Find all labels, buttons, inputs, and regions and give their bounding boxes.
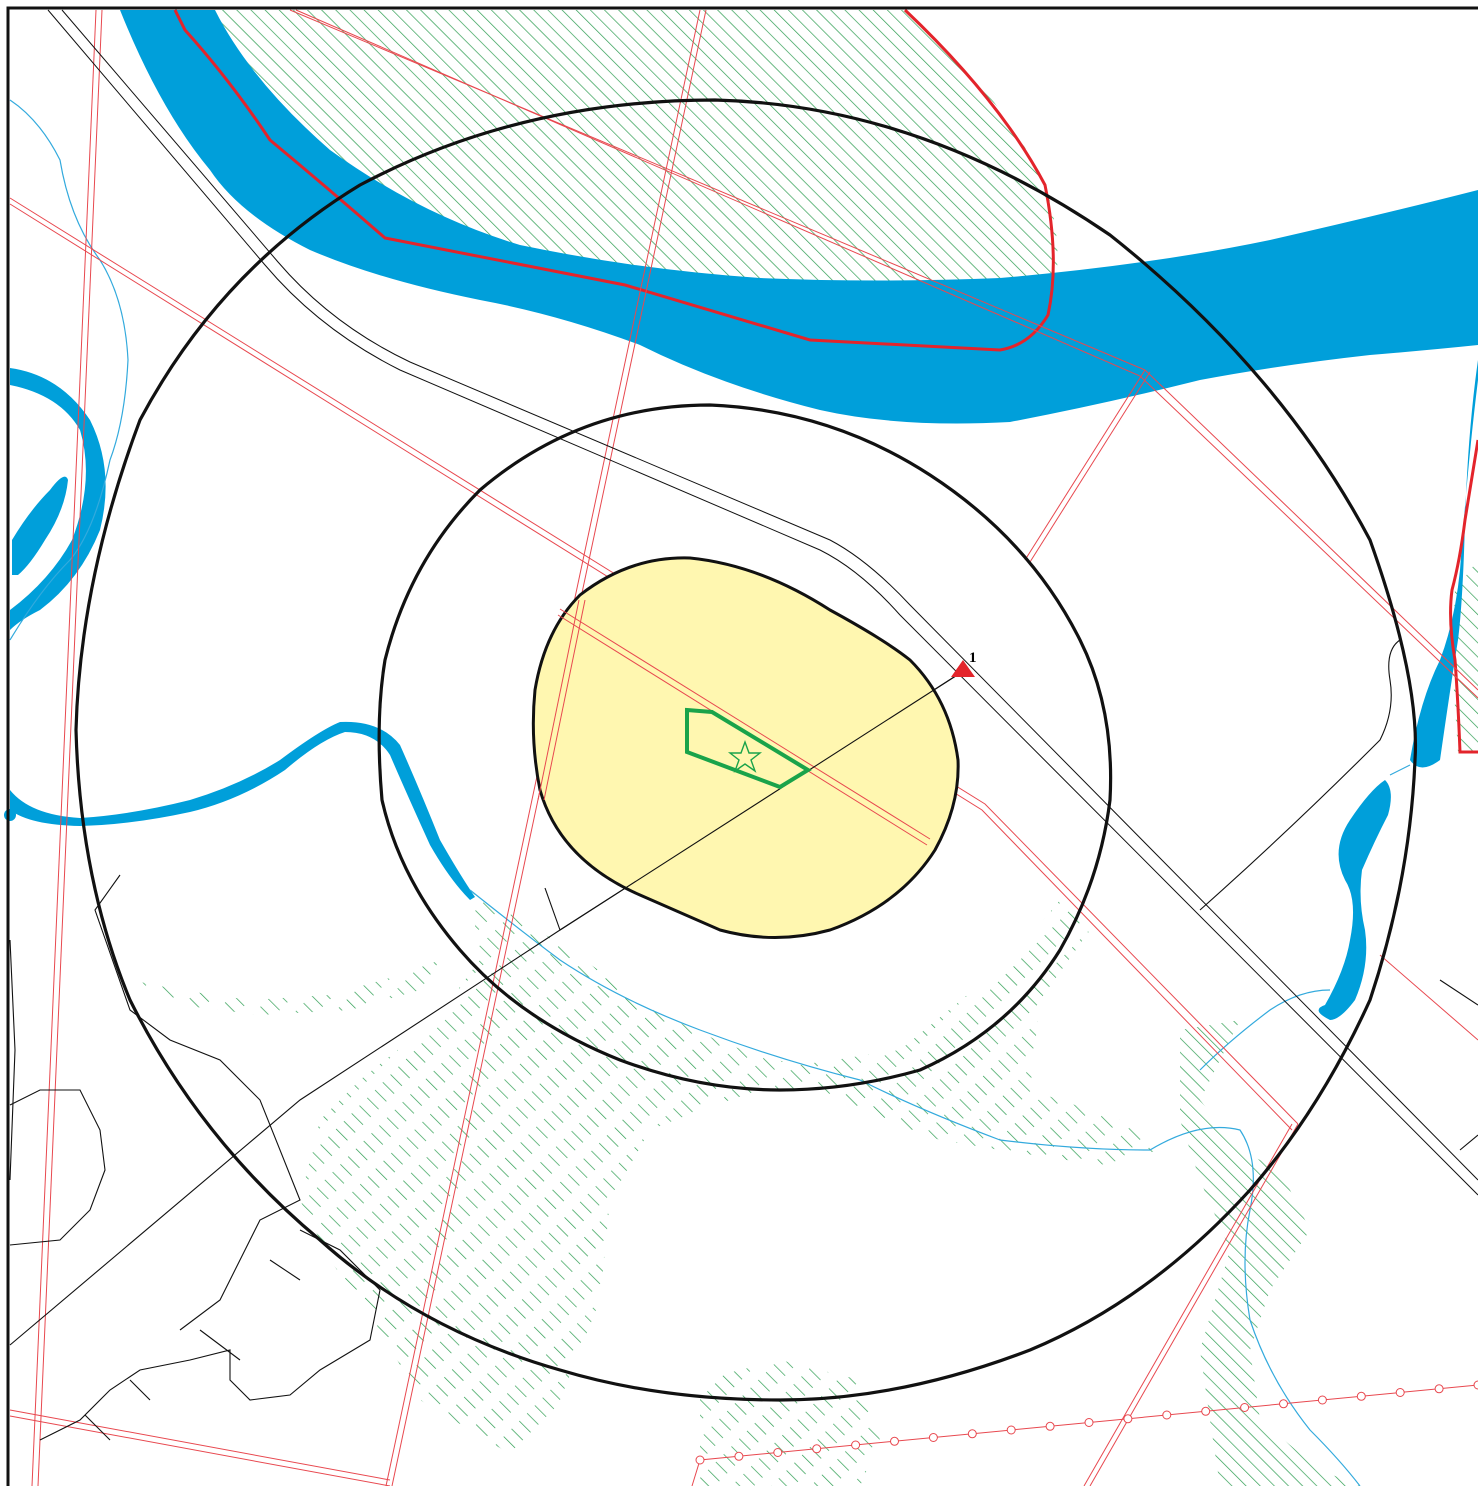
stream-northwest [9, 99, 129, 641]
stream-south [469, 889, 1361, 1486]
utility-ring-marker [1395, 1388, 1405, 1397]
utility-ring-marker [1434, 1384, 1444, 1394]
forest-area-south-center [300, 890, 1160, 1460]
river-left-loop [10, 368, 106, 630]
utility-ring-marker [1279, 1399, 1288, 1409]
pipeline-east-branch [1024, 369, 1151, 563]
protection-zone [531, 556, 960, 939]
pond-west-edge [4, 809, 16, 821]
utility-ring-marker [773, 1448, 783, 1457]
forest-area-bottom [700, 1360, 880, 1486]
river-main [120, 10, 1478, 424]
utility-ring-marker [928, 1433, 938, 1442]
pipeline-southeast-east [1379, 954, 1478, 1041]
point-marker-label: 1 [969, 650, 977, 666]
utility-ring-marker [734, 1451, 744, 1461]
forest-hatch-areas [130, 10, 1478, 1486]
utility-ring-marker [1240, 1403, 1250, 1412]
utility-ring-marker [890, 1436, 899, 1446]
object-polygon [685, 707, 812, 790]
road-southwest-4 [84, 1259, 301, 1441]
utility-ring-marker [695, 1455, 705, 1465]
utility-ring-marker [1317, 1395, 1327, 1405]
road-east [1199, 639, 1401, 911]
utility-line-south [691, 1380, 1478, 1486]
buffer-zone-inner [377, 403, 1113, 1092]
road-east-edge [1439, 979, 1478, 1151]
road-southwest-2 [9, 1089, 106, 1246]
pipeline-vertical-west [31, 9, 103, 1486]
road-southwest-3 [39, 1229, 381, 1441]
streams [9, 99, 1411, 1486]
road-west-edge [9, 939, 16, 1181]
utility-ring-marker [1123, 1414, 1133, 1424]
utility-ring-marker [812, 1444, 822, 1454]
utility-ring-marker [967, 1429, 977, 1439]
forest-area-north [175, 10, 1058, 350]
utility-ring-marker [1162, 1410, 1172, 1420]
road-southwest-1 [94, 874, 301, 1331]
channel-east [1410, 360, 1478, 768]
boundary-east [1449, 439, 1478, 754]
utility-ring-marker [1201, 1406, 1211, 1416]
railway [47, 9, 1478, 1196]
pipeline-southeast [1083, 1123, 1299, 1486]
pipeline-southwest-horizontal [9, 1409, 391, 1486]
map-frame [6, 6, 1478, 1486]
utility-ring-marker [1084, 1418, 1094, 1427]
pipelines [9, 9, 1478, 1486]
lake-left-small [12, 476, 68, 575]
utility-ring-marker [1473, 1380, 1478, 1390]
utility-ring-marker [1356, 1391, 1366, 1401]
buffer-zones [74, 98, 1418, 1402]
triangle-marker-icon [951, 660, 975, 677]
forest-area-south-left [130, 930, 460, 1015]
forest-area-southeast [1180, 1020, 1360, 1486]
lake-east-elongated [1318, 780, 1391, 1020]
utility-ring-marker [1045, 1421, 1055, 1431]
road-through-zone [559, 669, 966, 931]
pipeline-northwest-diagonal [9, 197, 1299, 1131]
boundaries [173, 8, 1478, 754]
utility-ring-marker [851, 1440, 861, 1450]
buffer-zone-outer [74, 98, 1418, 1402]
boundary-north [173, 8, 1055, 352]
star-icon [727, 739, 763, 773]
utility-ring-marker [1006, 1425, 1016, 1435]
